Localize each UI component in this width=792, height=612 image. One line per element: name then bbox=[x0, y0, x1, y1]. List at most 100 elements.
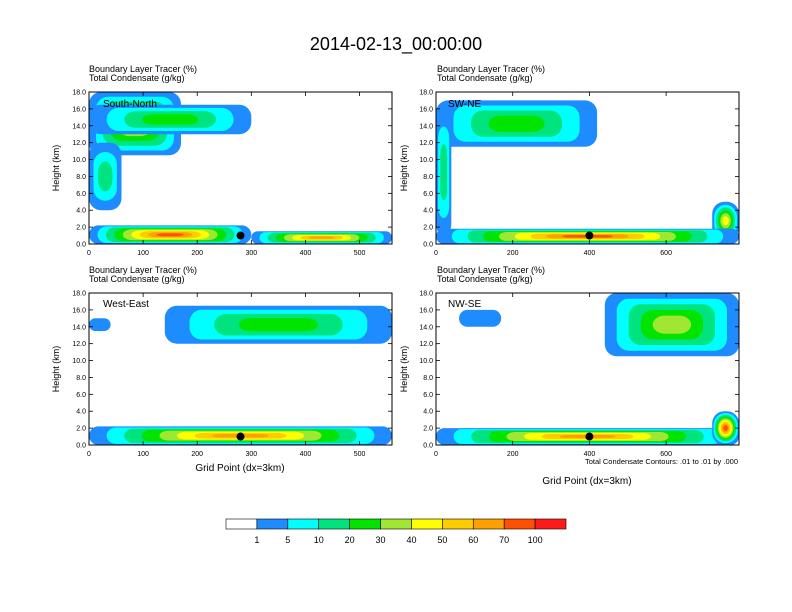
x-tick-label: 0 bbox=[434, 451, 438, 458]
colorbar-label: 100 bbox=[528, 535, 543, 545]
tracer-level-4 bbox=[141, 114, 199, 125]
y-tick-label: 2.0 bbox=[423, 426, 433, 433]
location-marker bbox=[585, 432, 594, 441]
colorbar-swatch bbox=[411, 518, 443, 530]
x-tick-label: 300 bbox=[245, 451, 257, 458]
y-tick-label: 4.0 bbox=[76, 208, 86, 215]
colorbar-swatch bbox=[256, 518, 289, 530]
y-axis-label: Height (km) bbox=[399, 346, 409, 393]
x-tick-label: 0 bbox=[434, 250, 438, 257]
tracer-field bbox=[436, 100, 739, 244]
colorbar-swatch bbox=[287, 518, 320, 530]
y-tick-label: 6.0 bbox=[423, 191, 433, 198]
colorbar-label: 1 bbox=[254, 535, 259, 545]
panel-subtitle-2: Total Condensate (g/kg) bbox=[89, 73, 185, 83]
y-tick-label: 8.0 bbox=[76, 375, 86, 382]
colorbar-swatch bbox=[442, 518, 474, 530]
plot-area-sw-ne: 0.0 2.0 4.0 6.0 8.0 10.0 12.0 14.0 16.0 18.0 0 200 4… bbox=[419, 90, 740, 257]
y-tick-label: 14.0 bbox=[72, 324, 86, 331]
tracer-level-1 bbox=[89, 318, 111, 331]
y-axis-label: Height (km) bbox=[399, 145, 409, 192]
y-tick-label: 10.0 bbox=[72, 157, 86, 164]
x-tick-label: 200 bbox=[507, 250, 519, 257]
y-tick-label: 16.0 bbox=[72, 307, 86, 314]
y-tick-label: 14.0 bbox=[419, 123, 433, 130]
x-tick-label: 500 bbox=[354, 250, 366, 257]
colorbar-label: 10 bbox=[314, 535, 324, 545]
colorbar-swatch bbox=[318, 518, 350, 530]
tracer-level-5 bbox=[652, 315, 692, 334]
panel-name-nw-se: NW-SE bbox=[448, 299, 481, 310]
colorbar-label: 40 bbox=[406, 535, 416, 545]
tracer-level-1 bbox=[459, 309, 502, 327]
x-axis-label: Grid Point (dx=3km) bbox=[542, 476, 631, 487]
colorbar-label: 60 bbox=[468, 535, 478, 545]
location-marker bbox=[585, 231, 594, 240]
panel-subtitle-1: Boundary Layer Tracer (%) bbox=[437, 265, 545, 275]
x-tick-label: 400 bbox=[300, 250, 312, 257]
y-tick-label: 2.0 bbox=[76, 426, 86, 433]
y-tick-label: 18.0 bbox=[419, 291, 433, 298]
plot-area-nw-se: 0.0 2.0 4.0 6.0 8.0 10.0 12.0 14.0 16.0 18.0 0 200 4… bbox=[419, 291, 740, 458]
colorbar-label: 5 bbox=[285, 535, 290, 545]
panel-subtitle-1: Boundary Layer Tracer (%) bbox=[89, 265, 197, 275]
panel-subtitle-2: Total Condensate (g/kg) bbox=[89, 274, 185, 284]
y-tick-label: 4.0 bbox=[76, 409, 86, 416]
y-axis-label: Height (km) bbox=[51, 145, 61, 192]
y-tick-label: 12.0 bbox=[419, 341, 433, 348]
y-tick-label: 10.0 bbox=[419, 157, 433, 164]
tracer-level-3 bbox=[440, 144, 448, 201]
figure-title: 2014-02-13_00:00:00 bbox=[310, 34, 482, 55]
plot-frame bbox=[88, 91, 393, 245]
y-tick-label: 16.0 bbox=[419, 106, 433, 113]
panel-subtitle-2: Total Condensate (g/kg) bbox=[437, 73, 533, 83]
x-tick-label: 500 bbox=[354, 451, 366, 458]
panel-west-east: Boundary Layer Tracer (%) Total Condensa… bbox=[51, 265, 393, 474]
panel-name-sw-ne: SW-NE bbox=[448, 99, 481, 110]
y-tick-label: 8.0 bbox=[423, 375, 433, 382]
colorbar: 1 5 10 20 30 40 50 60 70 100 bbox=[225, 518, 567, 545]
y-tick-label: 14.0 bbox=[419, 324, 433, 331]
y-tick-label: 6.0 bbox=[423, 392, 433, 399]
colorbar-label: 20 bbox=[345, 535, 355, 545]
plot-area-south-north: 0.0 2.0 4.0 6.0 8.0 10.0 12.0 14.0 16.0 18.0 0 100 2… bbox=[72, 90, 393, 257]
y-tick-label: 12.0 bbox=[72, 341, 86, 348]
y-tick-label: 0.0 bbox=[423, 242, 433, 249]
location-marker bbox=[236, 432, 245, 441]
x-tick-label: 400 bbox=[584, 250, 596, 257]
y-tick-label: 18.0 bbox=[72, 291, 86, 298]
y-tick-label: 8.0 bbox=[423, 174, 433, 181]
y-tick-label: 4.0 bbox=[423, 208, 433, 215]
y-tick-label: 10.0 bbox=[419, 358, 433, 365]
y-tick-label: 6.0 bbox=[76, 191, 86, 198]
x-tick-label: 400 bbox=[300, 451, 312, 458]
y-tick-label: 16.0 bbox=[72, 106, 86, 113]
colorbar-label: 50 bbox=[437, 535, 447, 545]
y-tick-label: 0.0 bbox=[76, 242, 86, 249]
colorbar-label: 70 bbox=[499, 535, 509, 545]
panel-subtitle-1: Boundary Layer Tracer (%) bbox=[437, 64, 545, 74]
tracer-level-8 bbox=[308, 236, 335, 239]
y-tick-label: 10.0 bbox=[72, 358, 86, 365]
x-tick-label: 600 bbox=[660, 451, 672, 458]
y-tick-label: 0.0 bbox=[423, 443, 433, 450]
tracer-level-3 bbox=[98, 161, 113, 192]
x-tick-label: 200 bbox=[507, 451, 519, 458]
x-tick-label: 0 bbox=[87, 250, 91, 257]
x-tick-label: 300 bbox=[245, 250, 257, 257]
x-axis-label: Grid Point (dx=3km) bbox=[195, 463, 284, 474]
panel-name-south-north: South-North bbox=[103, 99, 157, 110]
tracer-level-9 bbox=[156, 233, 184, 237]
colorbar-label: 30 bbox=[376, 535, 386, 545]
y-tick-label: 4.0 bbox=[423, 409, 433, 416]
x-tick-label: 0 bbox=[87, 451, 91, 458]
colorbar-swatch bbox=[534, 518, 567, 530]
tracer-field bbox=[89, 305, 392, 445]
plot-frame bbox=[435, 292, 740, 446]
panel-subtitle-2: Total Condensate (g/kg) bbox=[437, 274, 533, 284]
tracer-field bbox=[89, 92, 392, 244]
plot-frame bbox=[435, 91, 740, 245]
x-tick-label: 400 bbox=[584, 451, 596, 458]
colorbar-swatch bbox=[349, 518, 381, 530]
panel-subtitle-1: Boundary Layer Tracer (%) bbox=[89, 64, 197, 74]
